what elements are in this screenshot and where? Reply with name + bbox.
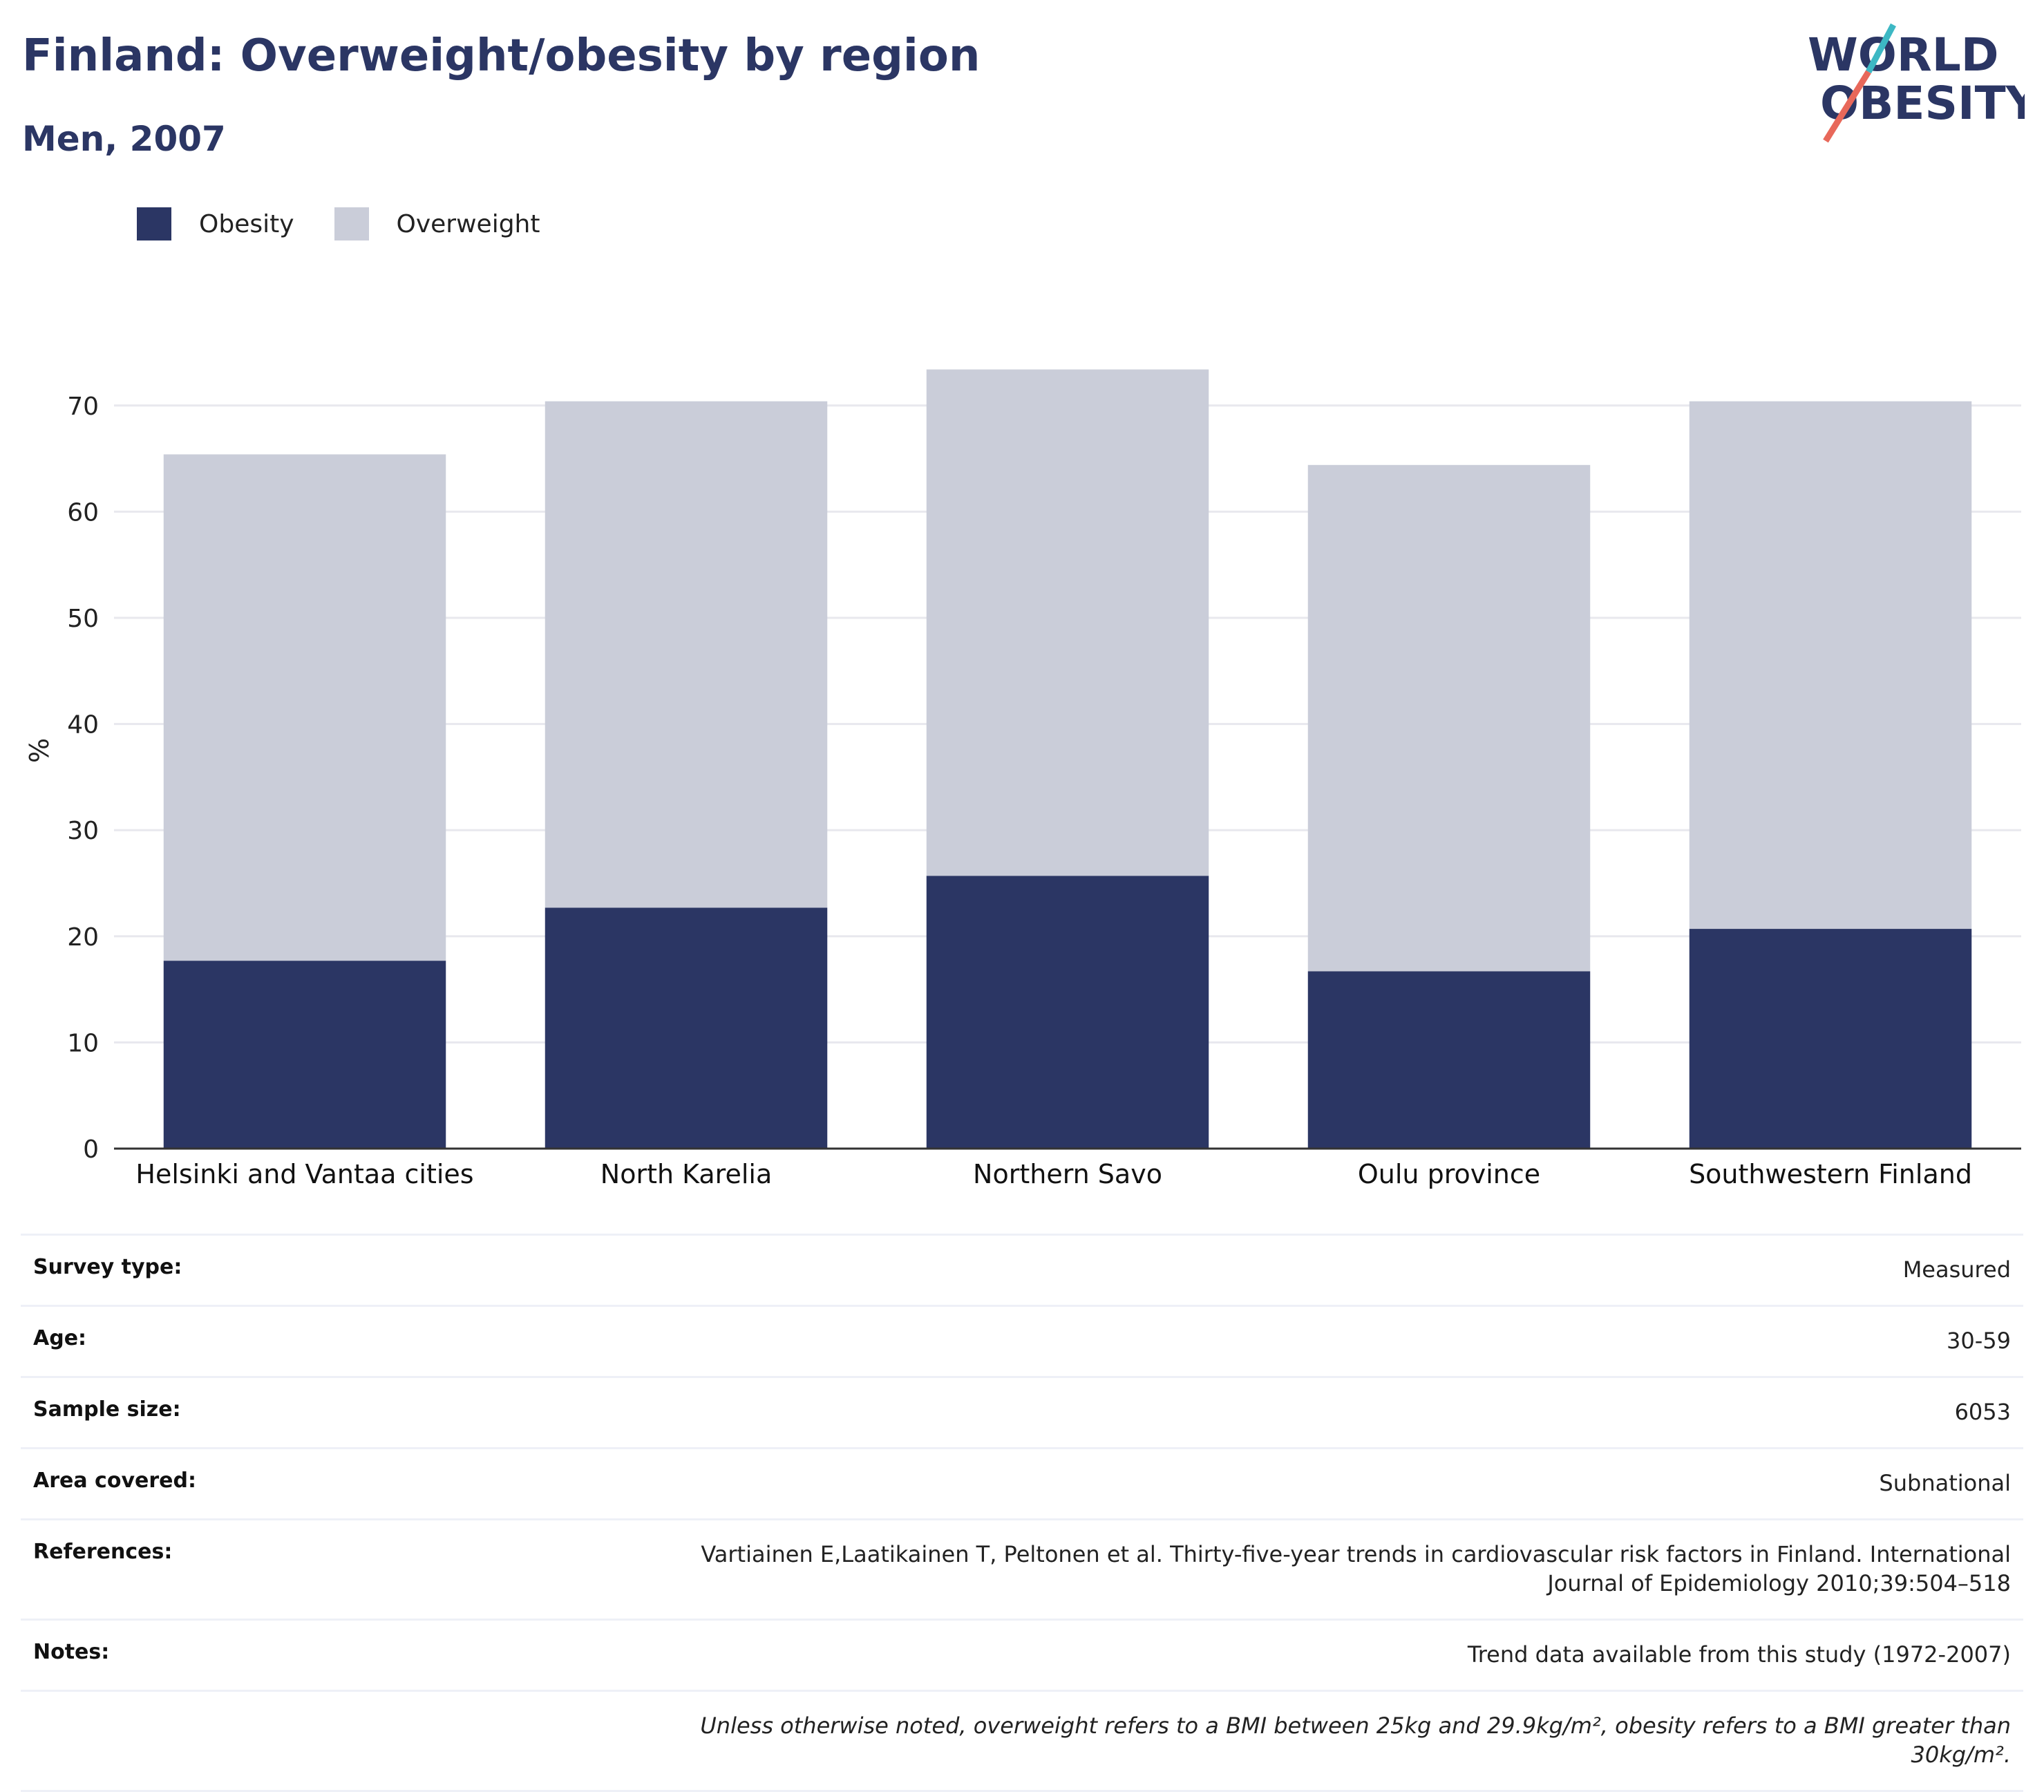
- y-tick-label: 70: [67, 393, 99, 421]
- x-tick-label: Helsinki and Vantaa cities: [135, 1159, 473, 1189]
- detail-label: Area covered:: [33, 1469, 196, 1493]
- detail-row-survey-type: Survey type: Measured: [21, 1234, 2023, 1305]
- y-tick-label: 60: [67, 498, 99, 527]
- detail-value: Measured: [1902, 1256, 2011, 1283]
- y-tick-label: 30: [67, 817, 99, 845]
- legend-label-overweight: Overweight: [396, 209, 540, 238]
- bars: [163, 369, 1972, 1149]
- detail-value: 6053: [1954, 1399, 2011, 1425]
- detail-label: Survey type:: [33, 1255, 182, 1279]
- legend-item-overweight: Overweight: [334, 207, 540, 240]
- legend-swatch-obesity: [137, 207, 171, 240]
- detail-value: 30-59: [1947, 1328, 2011, 1354]
- chart-legend: Obesity Overweight: [137, 207, 580, 240]
- y-tick-label: 50: [67, 605, 99, 633]
- detail-label: Age:: [33, 1326, 87, 1350]
- bar-obesity-4: [1689, 929, 1972, 1149]
- world-obesity-logo: WORLD OBESITY: [1797, 15, 2040, 147]
- detail-row-age: Age: 30-59: [21, 1305, 2023, 1376]
- bar-obesity-1: [545, 907, 828, 1149]
- chart-title: Finland: Overweight/obesity by region: [22, 30, 981, 82]
- detail-row-footnote: Unless otherwise noted, overweight refer…: [21, 1690, 2023, 1790]
- chart-subtitle: Men, 2007: [22, 119, 226, 159]
- stacked-bar-chart: 0 10 20 30 40 50 60 70 Helsinki and Vantaa citie…: [24, 369, 2021, 1189]
- y-axis-title: %: [24, 738, 55, 763]
- x-tick-label: North Karelia: [600, 1159, 772, 1189]
- bar-overweight-2: [926, 369, 1209, 876]
- bar-overweight-1: [545, 401, 828, 908]
- x-tick-label: Oulu province: [1358, 1159, 1540, 1189]
- detail-label: References:: [33, 1540, 173, 1564]
- y-tick-label: 20: [67, 923, 99, 952]
- bar-obesity-2: [926, 876, 1209, 1149]
- bar-overweight-0: [163, 454, 446, 961]
- detail-row-references: References: Vartiainen E,Laatikainen T, …: [21, 1518, 2023, 1619]
- bmi-definition-footnote: Unless otherwise noted, overweight refer…: [700, 1713, 2011, 1768]
- axis-labels: 0 10 20 30 40 50 60 70 Helsinki and Vantaa citie…: [24, 393, 1972, 1189]
- survey-details-table: Survey type: Measured Age: 30-59 Sample …: [21, 1234, 2023, 1792]
- detail-label: Notes:: [33, 1640, 110, 1664]
- y-tick-label: 40: [67, 711, 99, 739]
- detail-value: Trend data available from this study (19…: [1467, 1641, 2011, 1668]
- detail-value: Subnational: [1879, 1470, 2011, 1496]
- legend-label-obesity: Obesity: [199, 209, 294, 238]
- detail-row-notes: Notes: Trend data available from this st…: [21, 1619, 2023, 1690]
- svg-text:WORLD: WORLD: [1808, 28, 1999, 82]
- bar-obesity-0: [163, 961, 446, 1149]
- y-tick-label: 0: [83, 1135, 99, 1164]
- bar-obesity-3: [1307, 971, 1591, 1149]
- bar-overweight-4: [1689, 401, 1972, 930]
- bar-overweight-3: [1307, 464, 1591, 972]
- detail-label: Sample size:: [33, 1397, 181, 1422]
- legend-item-obesity: Obesity: [137, 207, 294, 240]
- x-tick-label: Southwestern Finland: [1689, 1159, 1972, 1189]
- y-tick-label: 10: [67, 1029, 99, 1057]
- detail-value: Vartiainen E,Laatikainen T, Peltonen et …: [701, 1541, 2011, 1596]
- detail-row-area-covered: Area covered: Subnational: [21, 1447, 2023, 1518]
- detail-row-sample-size: Sample size: 6053: [21, 1376, 2023, 1447]
- legend-swatch-overweight: [334, 207, 369, 240]
- x-tick-label: Northern Savo: [973, 1159, 1162, 1189]
